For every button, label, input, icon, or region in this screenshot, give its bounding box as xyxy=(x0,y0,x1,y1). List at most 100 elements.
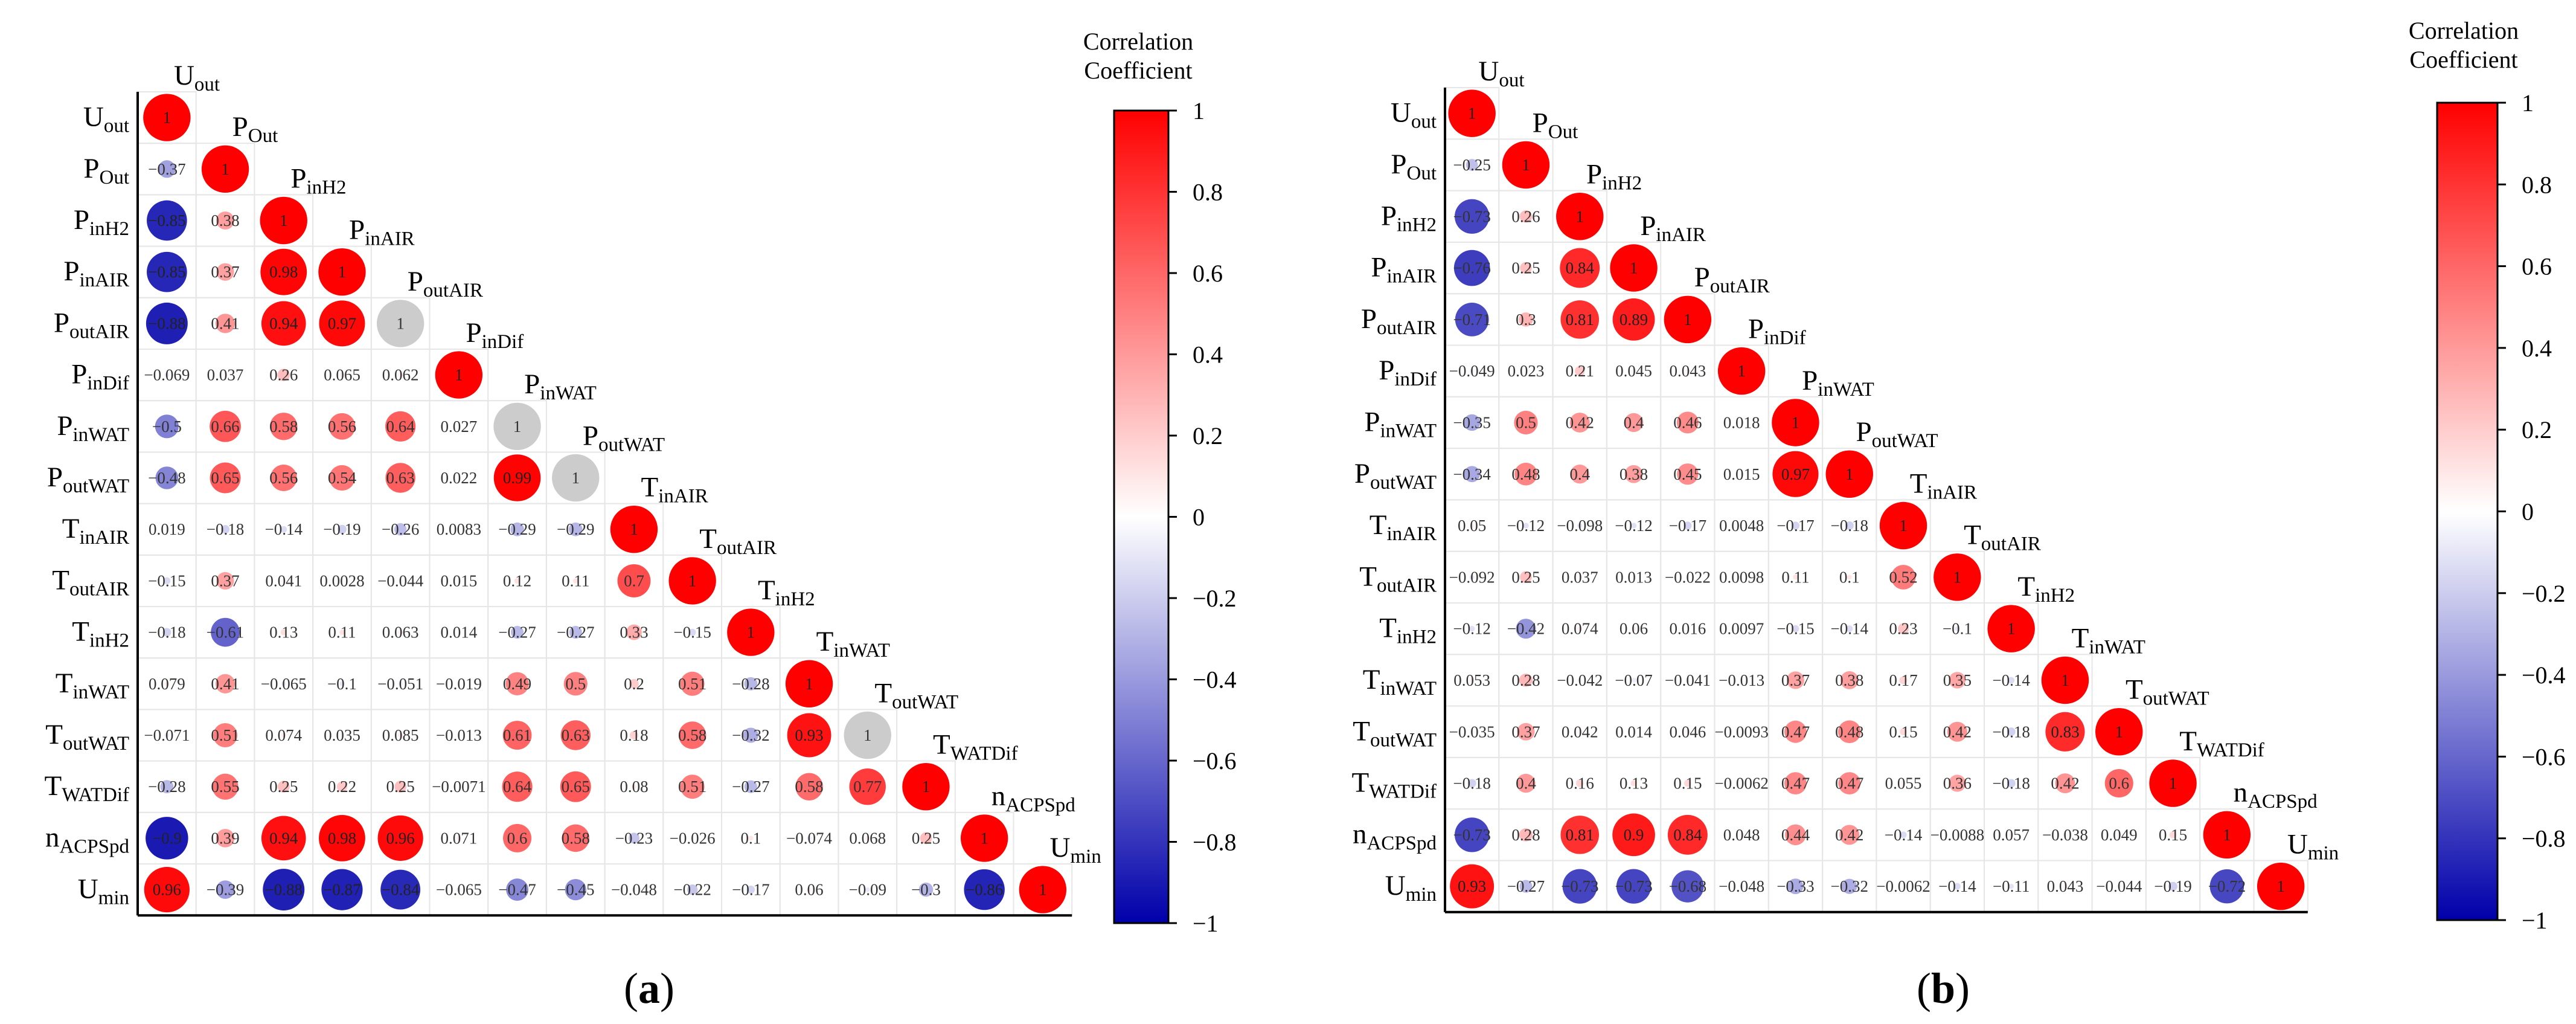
correlation-value: 0.64 xyxy=(503,778,532,796)
correlation-value: −0.14 xyxy=(1831,620,1869,638)
correlation-value: −0.15 xyxy=(148,572,185,590)
correlation-circle xyxy=(160,780,174,794)
correlation-circle xyxy=(2149,759,2197,807)
row-label: PoutWAT xyxy=(47,462,129,497)
correlation-circle xyxy=(211,617,240,647)
correlation-value: 0.38 xyxy=(1620,465,1648,483)
correlation-circle xyxy=(2008,883,2014,889)
correlation-value: 0.97 xyxy=(328,314,356,332)
correlation-circle xyxy=(146,302,188,344)
correlation-value: 0.58 xyxy=(795,778,823,796)
correlation-value: 0.13 xyxy=(1620,774,1648,793)
correlation-value: −0.065 xyxy=(436,881,482,899)
correlation-value: −0.85 xyxy=(148,211,185,230)
correlation-value: 1 xyxy=(163,109,171,127)
correlation-value: −0.17 xyxy=(1669,517,1706,535)
correlation-circle xyxy=(163,577,171,585)
correlation-value: −0.1 xyxy=(327,675,357,693)
correlation-circle xyxy=(2041,656,2089,704)
correlation-circle xyxy=(277,369,290,381)
colorbar-tick-label: 0.2 xyxy=(2522,416,2552,443)
correlation-circle xyxy=(849,768,886,805)
correlation-value: 0.7 xyxy=(624,572,644,590)
correlation-circle xyxy=(964,869,1005,910)
correlation-value: −0.14 xyxy=(265,520,303,538)
correlation-value: −0.88 xyxy=(265,881,303,899)
diagonal-label-sub: Out xyxy=(248,125,278,147)
correlation-value: −0.33 xyxy=(1777,877,1814,895)
correlation-circle xyxy=(2169,831,2177,839)
correlation-circle xyxy=(328,413,356,440)
correlation-value: 1 xyxy=(572,469,580,487)
diagonal-label-base: U xyxy=(1478,56,1499,87)
correlation-circle xyxy=(2007,779,2016,788)
correlation-value: 0.055 xyxy=(1885,774,1922,793)
correlation-value: 0.053 xyxy=(1453,671,1490,689)
correlation-circle xyxy=(1467,779,1476,788)
correlation-value: 0.043 xyxy=(1669,362,1706,380)
correlation-value: −0.27 xyxy=(557,623,594,642)
correlation-value: 0.16 xyxy=(1566,774,1594,793)
correlation-circle xyxy=(1469,523,1475,529)
correlation-circle xyxy=(1469,677,1475,683)
correlation-value: −0.17 xyxy=(732,881,769,899)
correlation-circle xyxy=(1845,521,1854,530)
correlation-value: 0.25 xyxy=(912,829,940,847)
correlation-matrix-panel-b: UoutUoutPOutPOutPinH2PinH2PinAIRPinAIRPo… xyxy=(1351,17,2565,934)
correlation-circle xyxy=(1839,825,1860,845)
row-label: PoutAIR xyxy=(1361,303,1437,339)
correlation-circle xyxy=(1840,671,1859,689)
correlation-circle xyxy=(1455,817,1490,852)
correlation-value: −0.19 xyxy=(323,520,360,538)
correlation-circle xyxy=(1717,347,1766,395)
row-label-sub: inWAT xyxy=(1380,678,1437,700)
correlation-value: −0.87 xyxy=(323,881,360,899)
correlation-value: 0.98 xyxy=(269,263,298,281)
correlation-value: −0.022 xyxy=(1665,568,1711,586)
correlation-value: 0.037 xyxy=(207,366,244,384)
diagonal-label: PoutAIR xyxy=(1694,262,1770,297)
correlation-circle xyxy=(1838,772,1861,794)
row-label-base: T xyxy=(45,719,63,750)
colorbar-tick-label: 0 xyxy=(1193,504,1205,531)
row-label: nACPSpd xyxy=(1353,819,1437,854)
row-label: PinH2 xyxy=(74,204,129,240)
colorbar-tick-label: 0.8 xyxy=(2522,171,2552,198)
correlation-circle xyxy=(746,885,755,894)
row-label-sub: out xyxy=(104,115,129,137)
row-label-base: n xyxy=(45,822,60,853)
correlation-circle xyxy=(1837,720,1861,744)
correlation-value: 0.21 xyxy=(1566,362,1594,380)
diagonal-label-base: P xyxy=(290,163,306,194)
correlation-value: 0.018 xyxy=(1723,413,1760,431)
correlation-circle xyxy=(744,780,757,793)
correlation-circle xyxy=(2008,832,2014,837)
row-label: ToutAIR xyxy=(52,564,129,600)
row-label-base: P xyxy=(47,462,63,493)
correlation-value: 0.56 xyxy=(328,417,356,436)
row-label: PinAIR xyxy=(1371,252,1437,288)
correlation-circle xyxy=(1898,623,1909,634)
correlation-circle xyxy=(270,465,297,491)
correlation-value: −0.11 xyxy=(1993,877,2030,895)
row-label-sub: inWAT xyxy=(73,681,130,703)
colorbar-title: Coefficient xyxy=(2409,46,2517,73)
correlation-value: −0.32 xyxy=(1831,877,1868,895)
diagonal-label-sub: ACPSpd xyxy=(2248,791,2318,813)
correlation-circle xyxy=(844,711,891,759)
correlation-circle xyxy=(435,351,483,399)
correlation-value: −0.42 xyxy=(1507,620,1545,638)
correlation-circle xyxy=(1784,772,1807,794)
diagonal-label: ToutAIR xyxy=(699,523,777,559)
correlation-value: −0.07 xyxy=(1615,671,1652,689)
diagonal-label-base: P xyxy=(1694,262,1710,293)
diagonal-label: TinH2 xyxy=(758,575,815,610)
correlation-circle xyxy=(506,878,528,901)
correlation-value: 0.47 xyxy=(1781,723,1810,741)
diagonal-label: PoutWAT xyxy=(1856,416,1938,452)
correlation-circle xyxy=(162,628,171,637)
diagonal-label-base: P xyxy=(524,369,540,400)
correlation-value: 0.3 xyxy=(1516,311,1536,329)
correlation-circle xyxy=(143,94,191,141)
row-label: PinWAT xyxy=(57,410,129,446)
